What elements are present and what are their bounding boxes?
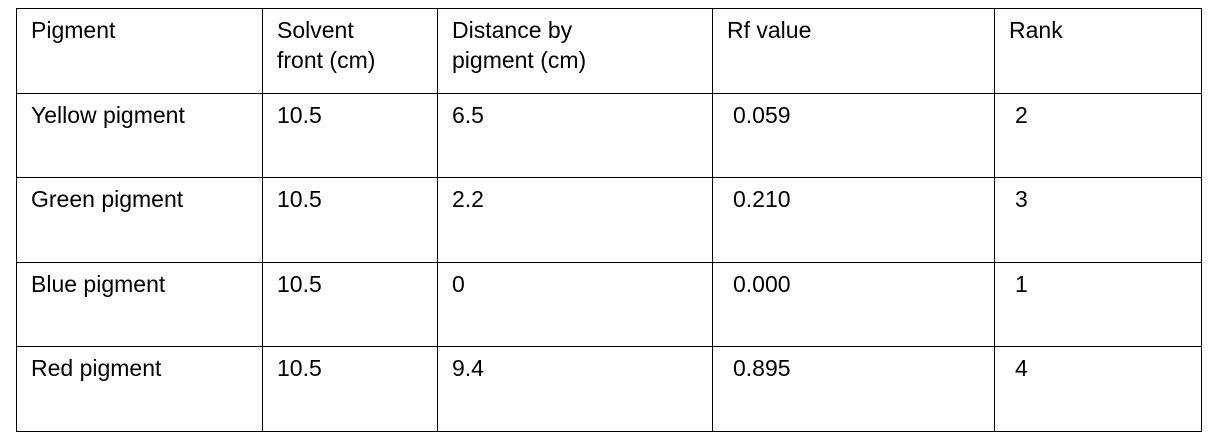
table-cell: 0.895 [712,346,995,432]
table-row: Yellow pigment 10.5 6.5 0.059 2 [16,92,1202,178]
cell-text: 6.5 [452,101,484,128]
table-cell: 1 [994,261,1202,347]
header-text: Pigment [31,17,116,43]
header-cell: Pigment [16,8,263,94]
cell-text: 10.5 [277,270,322,297]
table-cell: 4 [994,346,1202,432]
table-body: Pigment Solvent front (cm) Distance by pig… [16,8,1202,432]
cell-text: 3 [1015,186,1028,212]
header-cell: Distance by pigment (cm) [437,8,713,94]
table-cell: 3 [994,177,1202,263]
table-cell: 6.5 [437,92,713,178]
cell-text: 0.210 [733,186,791,212]
table-cell: 2 [994,92,1202,178]
table-cell: 10.5 [262,261,438,347]
cell-text: 0.000 [733,270,791,297]
header-row: Pigment Solvent front (cm) Distance by pig… [16,8,1202,94]
table-cell: 0.059 [712,92,995,178]
table-cell: Blue pigment [16,261,263,347]
cell-text: 10.5 [277,355,322,381]
cell-text: 1 [1015,270,1028,297]
cell-text: Red pigment [31,355,162,381]
table-row: Red pigment 10.5 9.4 0.895 4 [16,346,1202,432]
header-text: Solvent front (cm) [277,17,376,73]
data-table: Pigment Solvent front (cm) Distance by pig… [16,8,1202,432]
cell-text: 2.2 [452,186,484,212]
header-text: Rf value [727,17,812,43]
table-row: Blue pigment 10.5 0 0.000 1 [16,261,1202,347]
cell-text: 2 [1015,101,1028,128]
header-cell: Solvent front (cm) [262,8,438,94]
cell-text: 10.5 [277,186,322,212]
table-row: Green pigment 10.5 2.2 0.210 3 [16,177,1202,263]
table-cell: 10.5 [262,92,438,178]
cell-text: Blue pigment [31,270,166,297]
table-cell: 10.5 [262,177,438,263]
table-cell: 0.000 [712,261,995,347]
cell-text: 0.895 [733,355,791,381]
header-text: Distance by pigment (cm) [452,17,587,73]
table-cell: 9.4 [437,346,713,432]
table-cell: 0 [437,261,713,347]
cell-text: 4 [1015,355,1028,381]
cell-text: 10.5 [277,101,322,128]
cell-text: 9.4 [452,355,484,381]
cell-text: 0.059 [733,101,791,128]
header-cell: Rf value [712,8,995,94]
cell-text: Green pigment [31,186,184,212]
header-cell: Rank [994,8,1202,94]
header-text: Rank [1009,17,1063,43]
cell-text: Yellow pigment [31,101,185,128]
table-cell: Red pigment [16,346,263,432]
table-cell: Green pigment [16,177,263,263]
table-cell: Yellow pigment [16,92,263,178]
cell-text: 0 [452,270,465,297]
table-cell: 10.5 [262,346,438,432]
table-cell: 0.210 [712,177,995,263]
table-cell: 2.2 [437,177,713,263]
